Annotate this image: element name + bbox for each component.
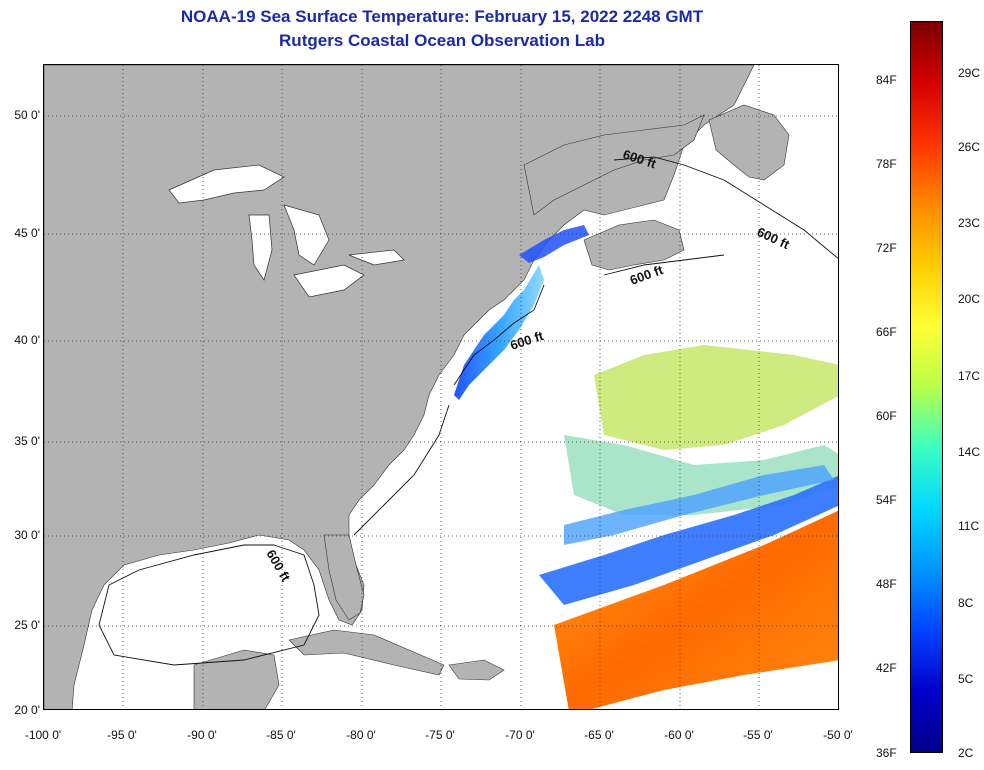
cbar-f-label: 42F (876, 661, 897, 675)
map-title: NOAA-19 Sea Surface Temperature: Februar… (180, 7, 704, 26)
lat-label-20: 20 0' (14, 703, 40, 717)
cbar-f-label: 60F (876, 409, 897, 423)
lon-label-100: -100 0' (24, 728, 62, 742)
lon-label-85: -85 0' (266, 728, 296, 742)
lon-label-65: -65 0' (584, 728, 614, 742)
land-florida (323, 534, 365, 621)
cbar-f-label: 48F (876, 577, 897, 591)
sst-midocean (564, 345, 838, 515)
lon-label-80: -80 0' (346, 728, 376, 742)
lon-label-90: -90 0' (187, 728, 217, 742)
land-hispaniola (448, 659, 505, 681)
cbar-c-label: 2C (958, 746, 974, 760)
lon-label-55: -55 0' (743, 728, 773, 742)
lon-label-70: -70 0' (505, 728, 535, 742)
cbar-c-label: 14C (958, 445, 981, 459)
sst-map-canvas: 600 ft 600 ft 600 ft 600 ft 600 ft (44, 65, 838, 709)
cbar-c-label: 17C (958, 369, 981, 383)
lon-label-60: -60 0' (664, 728, 694, 742)
cbar-f-label: 54F (876, 493, 897, 507)
sst-coastal-cool (454, 265, 544, 400)
contour-label: 600 ft (263, 547, 293, 584)
cbar-c-label: 29C (958, 66, 981, 80)
land-cuba (288, 629, 445, 676)
land-quebec (523, 114, 705, 216)
cbar-c-label: 23C (958, 216, 981, 230)
great-lakes (168, 164, 405, 298)
cbar-c-label: 8C (958, 596, 974, 610)
cbar-c-label: 26C (958, 140, 981, 154)
contour-label: 600 ft (628, 262, 666, 288)
lon-label-95: -95 0' (107, 728, 137, 742)
graticule (44, 65, 838, 709)
sst-swath-warm (554, 510, 838, 709)
land-north-america (44, 65, 755, 709)
land-nova-scotia (583, 219, 685, 271)
cbar-f-label: 78F (876, 157, 897, 171)
lat-label-45: 45 0' (14, 226, 40, 240)
sst-map: 600 ft 600 ft 600 ft 600 ft 600 ft (43, 64, 839, 710)
lat-label-35: 35 0' (14, 434, 40, 448)
lat-label-25: 25 0' (14, 618, 40, 632)
lon-label-75: -75 0' (425, 728, 455, 742)
lon-label-50: -50 0' (823, 728, 853, 742)
land-yucatan (193, 649, 280, 709)
cbar-f-label: 66F (876, 325, 897, 339)
cbar-c-label: 20C (958, 292, 981, 306)
lat-label-30: 30 0' (14, 528, 40, 542)
sst-colorbar (910, 21, 943, 753)
contour-label: 600 ft (755, 224, 793, 252)
cbar-f-label: 72F (876, 241, 897, 255)
cbar-f-label: 84F (876, 73, 897, 87)
cbar-c-label: 5C (958, 672, 974, 686)
cbar-f-label: 36F (876, 746, 897, 760)
lat-label-40: 40 0' (14, 333, 40, 347)
map-subtitle: Rutgers Coastal Ocean Observation Lab (279, 31, 605, 50)
lat-label-50: 50 0' (14, 108, 40, 122)
cbar-c-label: 11C (958, 519, 980, 533)
